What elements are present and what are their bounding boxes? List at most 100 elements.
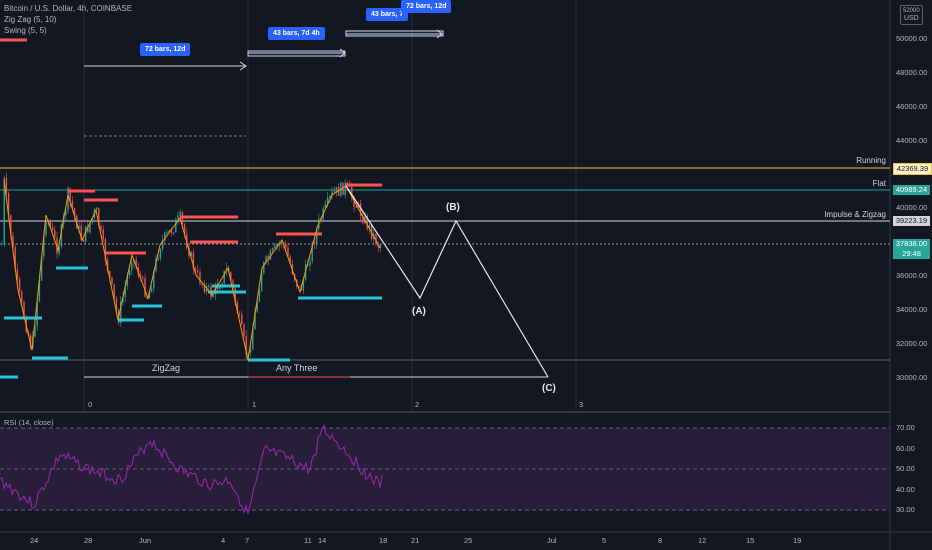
candle-body (351, 186, 353, 198)
candle-body (311, 242, 313, 262)
zigzag-indicator-label[interactable]: Zig Zag (5, 10) (4, 15, 57, 24)
candle-body (65, 210, 67, 216)
candle-body (23, 301, 25, 319)
bars-badge-3[interactable]: 43 bars, 7 (366, 8, 409, 21)
candle-body (1, 243, 3, 245)
candle-body (241, 314, 243, 325)
price-label: 48000.00 (896, 68, 928, 77)
candle-body (69, 188, 71, 202)
candle-body (87, 226, 89, 233)
rsi-level-label: 70.00 (896, 423, 915, 432)
candle-body (29, 335, 32, 348)
projection-path[interactable] (345, 185, 549, 378)
swing-indicator-label[interactable]: Swing (5, 5) (4, 26, 47, 35)
rsi-level-lines (0, 427, 890, 511)
candle-body (128, 270, 131, 276)
time-label: 14 (318, 536, 327, 545)
candlesticks[interactable] (1, 172, 382, 360)
candle-body (260, 273, 263, 292)
candle-body (355, 206, 357, 208)
time-label: 24 (30, 536, 39, 545)
candle-body (208, 285, 210, 287)
candle-body (289, 256, 291, 264)
candle-body (131, 262, 133, 271)
candle-body (199, 272, 201, 285)
bars-badge-4[interactable]: 72 bars, 12d (401, 0, 452, 13)
candle-body (201, 283, 203, 285)
candle-body (113, 284, 115, 299)
candle-body (223, 270, 225, 284)
candle-body (43, 234, 45, 257)
candle-body (144, 277, 146, 297)
time-label: 4 (221, 536, 226, 545)
candle-body (124, 285, 126, 297)
candle-body (84, 226, 87, 242)
candle-body (120, 301, 122, 323)
currency-box[interactable]: 52000 USD (900, 5, 923, 25)
running-label: Running (856, 156, 886, 165)
candle-body (175, 219, 177, 233)
candle-body (142, 277, 144, 279)
time-label: 5 (602, 536, 607, 545)
impulse-price-tag: 39223.19 (893, 216, 930, 226)
current-price-value: 37838.00 (895, 239, 928, 248)
candle-body (51, 227, 54, 231)
candle-body (172, 232, 175, 234)
price-label: 40000.00 (896, 203, 928, 212)
candle-body (10, 214, 12, 236)
time-label: 7 (245, 536, 250, 545)
candle-body (368, 225, 371, 229)
bar-countdown: 29:48 (902, 249, 921, 258)
candle-body (335, 187, 338, 193)
candle-body (243, 324, 245, 336)
candle-body (157, 258, 159, 260)
symbol-title[interactable]: Bitcoin / U.S. Dollar, 4h, COINBASE (4, 4, 133, 13)
bars-badge-2[interactable]: 43 bars, 7d 4h (268, 27, 325, 40)
bars-badge-1[interactable]: 72 bars, 12d (140, 43, 191, 56)
candle-body (161, 240, 164, 250)
measure-arrows[interactable] (84, 29, 444, 71)
candle-body (45, 221, 47, 235)
candle-body (287, 247, 289, 257)
candle-body (111, 277, 113, 285)
candle-body (307, 264, 309, 266)
time-label: 11 (304, 536, 312, 545)
price-label: 32000.00 (896, 339, 928, 348)
rsi-line (0, 423, 383, 514)
candle-body (58, 246, 60, 254)
candle-body (225, 268, 228, 271)
swing-markers (0, 38, 382, 379)
candle-body (249, 349, 252, 353)
rsi-title[interactable]: RSI (14, close) (4, 418, 54, 427)
candle-body (5, 177, 8, 193)
candle-body (263, 261, 265, 274)
candle-body (71, 201, 74, 209)
candle-body (212, 294, 214, 298)
candle-body (344, 182, 346, 195)
zigzag-annotation: ZigZag (152, 363, 181, 373)
wave-b-label: (B) (446, 202, 460, 213)
candle-body (219, 286, 221, 290)
candle-body (280, 243, 283, 245)
wave-c-label: (C) (542, 383, 556, 394)
candle-body (234, 288, 236, 303)
candle-body (353, 197, 355, 207)
zigzag-line (3, 179, 381, 361)
candle-body (254, 311, 256, 330)
candle-body (230, 272, 232, 281)
price-label: 36000.00 (896, 271, 928, 280)
candle-body (164, 232, 166, 241)
candle-body (274, 244, 276, 249)
candle-body (148, 292, 151, 299)
candle-body (313, 242, 316, 245)
candle-body (36, 301, 38, 327)
rsi-level-label: 60.00 (896, 444, 915, 453)
candle-body (309, 261, 311, 266)
candle-body (100, 225, 102, 230)
candle-body (102, 229, 104, 240)
impulse-label: Impulse & Zigzag (824, 210, 886, 219)
candle-body (16, 268, 19, 279)
rsi-level-label: 40.00 (896, 485, 915, 494)
candle-body (265, 256, 267, 262)
